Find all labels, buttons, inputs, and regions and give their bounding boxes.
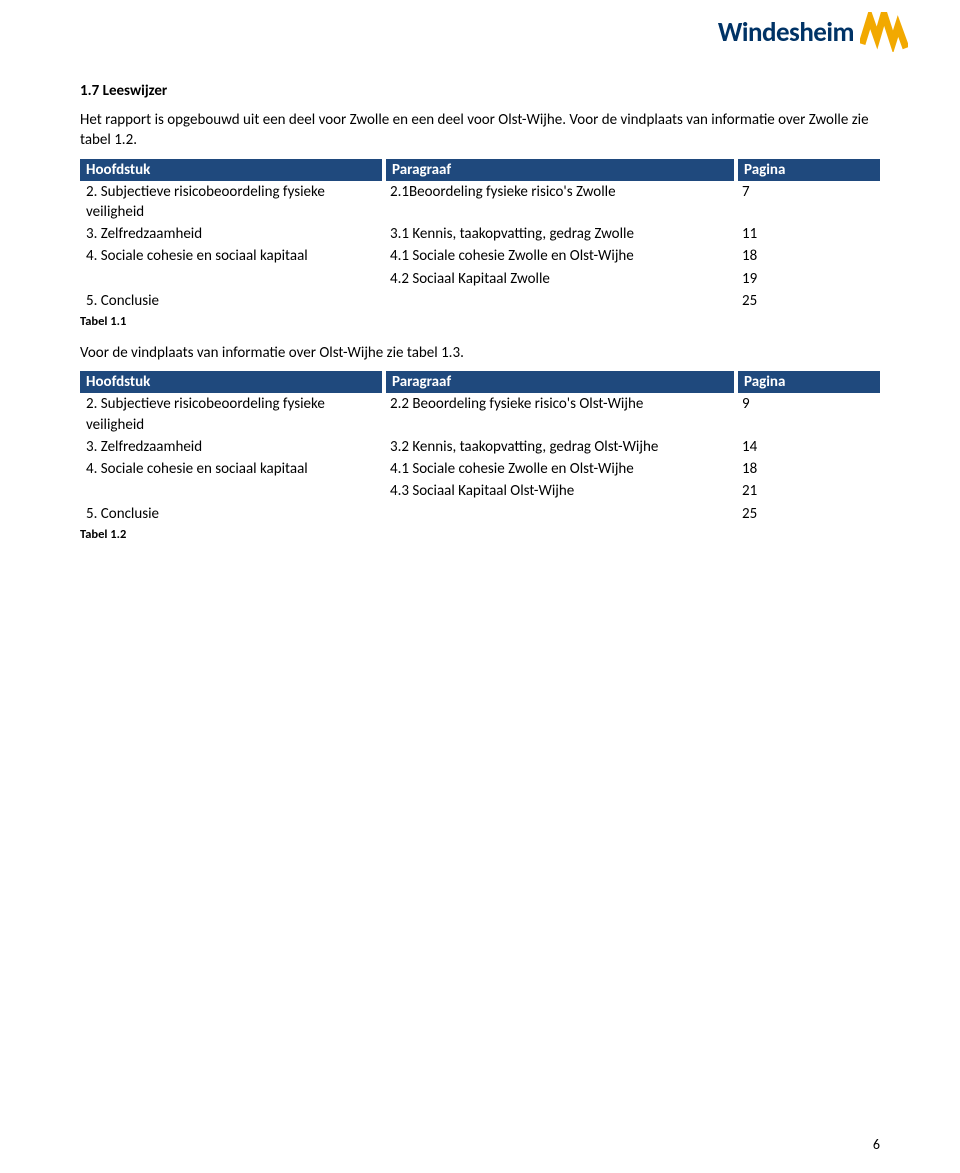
table-row: 5. Conclusie 25 (80, 503, 880, 525)
cell: 25 (736, 290, 880, 312)
table-row: 2. Subjectieve risicobeoordeling fysieke… (80, 181, 880, 224)
cell: 18 (736, 245, 880, 267)
table-1-caption: Tabel 1.1 (80, 314, 880, 329)
cell: 14 (736, 436, 880, 458)
cell: 4.1 Sociale cohesie Zwolle en Olst-Wijhe (384, 245, 736, 267)
cell: 9 (736, 393, 880, 436)
table-row: 4.3 Sociaal Kapitaal Olst-Wijhe 21 (80, 480, 880, 502)
table-1: Hoofdstuk Paragraaf Pagina 2. Subjectiev… (80, 159, 880, 313)
cell: 2.1Beoordeling fysieke risico's Zwolle (384, 181, 736, 224)
table-row: 3. Zelfredzaamheid 3.2 Kennis, taakopvat… (80, 436, 880, 458)
cell (80, 480, 384, 502)
table-row: 5. Conclusie 25 (80, 290, 880, 312)
cell: 18 (736, 458, 880, 480)
col-paragraaf: Paragraaf (384, 159, 736, 181)
cell: 2. Subjectieve risicobeoordeling fysieke… (80, 393, 384, 436)
col-pagina: Pagina (736, 159, 880, 181)
cell: 2. Subjectieve risicobeoordeling fysieke… (80, 181, 384, 224)
logo-text: Windesheim (718, 16, 854, 49)
cell: 2.2 Beoordeling fysieke risico's Olst-Wi… (384, 393, 736, 436)
cell: 4.2 Sociaal Kapitaal Zwolle (384, 268, 736, 290)
cell (384, 503, 736, 525)
cell: 25 (736, 503, 880, 525)
table-2-caption: Tabel 1.2 (80, 527, 880, 542)
page: Windesheim 1.7 Leeswijzer Het rapport is… (0, 0, 960, 1173)
cell: 11 (736, 223, 880, 245)
cell: 5. Conclusie (80, 503, 384, 525)
table-header-row: Hoofdstuk Paragraaf Pagina (80, 371, 880, 393)
cell: 19 (736, 268, 880, 290)
cell (80, 268, 384, 290)
cell: 5. Conclusie (80, 290, 384, 312)
cell: 3. Zelfredzaamheid (80, 223, 384, 245)
col-paragraaf: Paragraaf (384, 371, 736, 393)
cell: 21 (736, 480, 880, 502)
table-header-row: Hoofdstuk Paragraaf Pagina (80, 159, 880, 181)
col-hoofdstuk: Hoofdstuk (80, 371, 384, 393)
cell: 3. Zelfredzaamheid (80, 436, 384, 458)
cell: 4. Sociale cohesie en sociaal kapitaal (80, 458, 384, 480)
table-2: Hoofdstuk Paragraaf Pagina 2. Subjectiev… (80, 371, 880, 525)
cell: 3.2 Kennis, taakopvatting, gedrag Olst-W… (384, 436, 736, 458)
table-row: 4. Sociale cohesie en sociaal kapitaal 4… (80, 245, 880, 267)
section-heading: 1.7 Leeswijzer (80, 82, 880, 100)
table-row: 3. Zelfredzaamheid 3.1 Kennis, taakopvat… (80, 223, 880, 245)
cell: 4.1 Sociale cohesie Zwolle en Olst-Wijhe (384, 458, 736, 480)
cell: 3.1 Kennis, taakopvatting, gedrag Zwolle (384, 223, 736, 245)
col-pagina: Pagina (736, 371, 880, 393)
logo: Windesheim (718, 12, 908, 52)
cell (384, 290, 736, 312)
page-number: 6 (873, 1136, 880, 1153)
intro-text: Het rapport is opgebouwd uit een deel vo… (80, 110, 880, 151)
col-hoofdstuk: Hoofdstuk (80, 159, 384, 181)
cell: 7 (736, 181, 880, 224)
cell: 4. Sociale cohesie en sociaal kapitaal (80, 245, 384, 267)
logo-icon (860, 12, 908, 52)
middle-text: Voor de vindplaats van informatie over O… (80, 343, 880, 363)
table-row: 4. Sociale cohesie en sociaal kapitaal 4… (80, 458, 880, 480)
table-row: 2. Subjectieve risicobeoordeling fysieke… (80, 393, 880, 436)
table-row: 4.2 Sociaal Kapitaal Zwolle 19 (80, 268, 880, 290)
cell: 4.3 Sociaal Kapitaal Olst-Wijhe (384, 480, 736, 502)
